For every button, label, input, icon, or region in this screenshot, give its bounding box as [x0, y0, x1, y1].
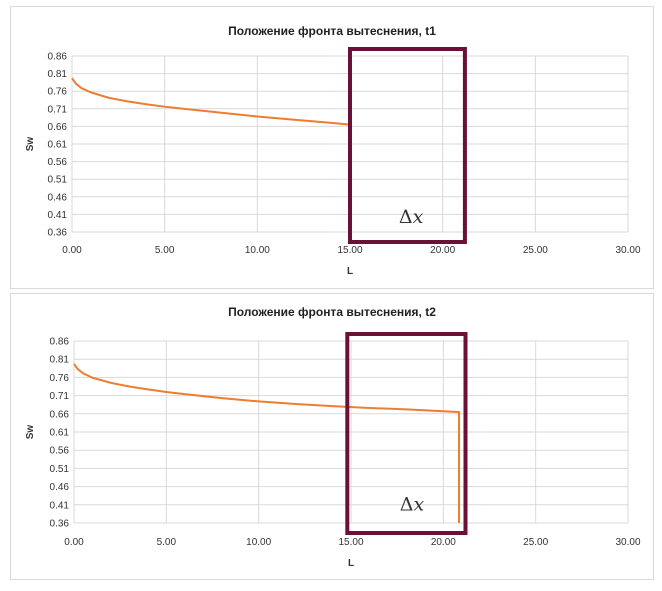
y-tick-label: 0.61	[48, 140, 68, 151]
y-tick-label: 0.66	[50, 409, 70, 420]
y-tick-label: 0.86	[50, 337, 70, 348]
chart-panel-t1: Положение фронта вытеснения, t1 0.86 0.81 0…	[10, 6, 654, 289]
y-tick-label: 0.86	[48, 52, 68, 63]
y-tick-label: 0.46	[50, 482, 70, 493]
y-tick-label: 0.56	[50, 446, 70, 457]
series-line	[71, 77, 352, 232]
x-tick-label: 25.00	[523, 245, 548, 256]
y-tick-label: 0.71	[48, 104, 68, 115]
highlight-box	[345, 332, 468, 535]
x-tick-label: 10.00	[245, 245, 270, 256]
chart-title: Положение фронта вытеснения, t2	[228, 305, 436, 319]
x-tick-label: 10.00	[246, 537, 271, 548]
y-tick-label: 0.76	[50, 373, 70, 384]
y-tick-label: 0.41	[50, 500, 70, 511]
y-tick-label: 0.41	[48, 210, 68, 221]
y-tick-label: 0.56	[48, 157, 68, 168]
chart-t2: Положение фронта вытеснения, t2 0.86 0.81 0…	[25, 305, 641, 569]
y-tick-label: 0.46	[48, 192, 68, 203]
y-tick-label: 0.36	[48, 228, 68, 239]
x-tick-label: 5.00	[157, 537, 177, 548]
y-axis-label: Sw	[25, 137, 36, 152]
chart-panel-t2: Положение фронта вытеснения, t2 0.86 0.81 0…	[10, 293, 654, 580]
chart-t1: Положение фронта вытеснения, t1 0.86 0.81 0…	[25, 24, 641, 277]
y-tick-label: 0.51	[50, 464, 70, 475]
annotation-variable: x	[413, 206, 424, 228]
x-tick-label: 25.00	[523, 537, 548, 548]
x-tick-label: 20.00	[430, 245, 455, 256]
highlight-box	[348, 47, 467, 244]
y-tick-label: 0.51	[48, 175, 68, 186]
y-tick-label: 0.66	[48, 122, 68, 133]
x-tick-label: 30.00	[615, 537, 640, 548]
x-tick-label: 30.00	[615, 245, 640, 256]
annotation-variable: x	[413, 493, 424, 515]
annotation-delta: Δ	[400, 493, 414, 515]
y-tick-label: 0.61	[50, 428, 70, 439]
x-tick-label: 15.00	[337, 245, 362, 256]
x-axis-label: L	[348, 558, 354, 569]
x-tick-label: 0.00	[64, 537, 84, 548]
series-line	[73, 363, 461, 523]
annotation-delta: Δ	[399, 206, 413, 228]
y-tick-label: 0.76	[48, 87, 68, 98]
chart-title: Положение фронта вытеснения, t1	[228, 24, 436, 38]
x-tick-label: 20.00	[431, 537, 456, 548]
x-axis-label: L	[347, 266, 353, 277]
y-axis-label: Sw	[25, 425, 36, 440]
y-tick-label: 0.36	[50, 519, 70, 530]
delta-x-annotation: Δx	[400, 493, 425, 515]
y-tick-label: 0.81	[50, 355, 70, 366]
x-tick-label: 15.00	[338, 537, 363, 548]
y-tick-label: 0.81	[48, 69, 68, 80]
x-tick-label: 0.00	[62, 245, 82, 256]
delta-x-annotation: Δx	[399, 206, 424, 228]
x-tick-label: 5.00	[155, 245, 175, 256]
y-tick-label: 0.71	[50, 391, 70, 402]
